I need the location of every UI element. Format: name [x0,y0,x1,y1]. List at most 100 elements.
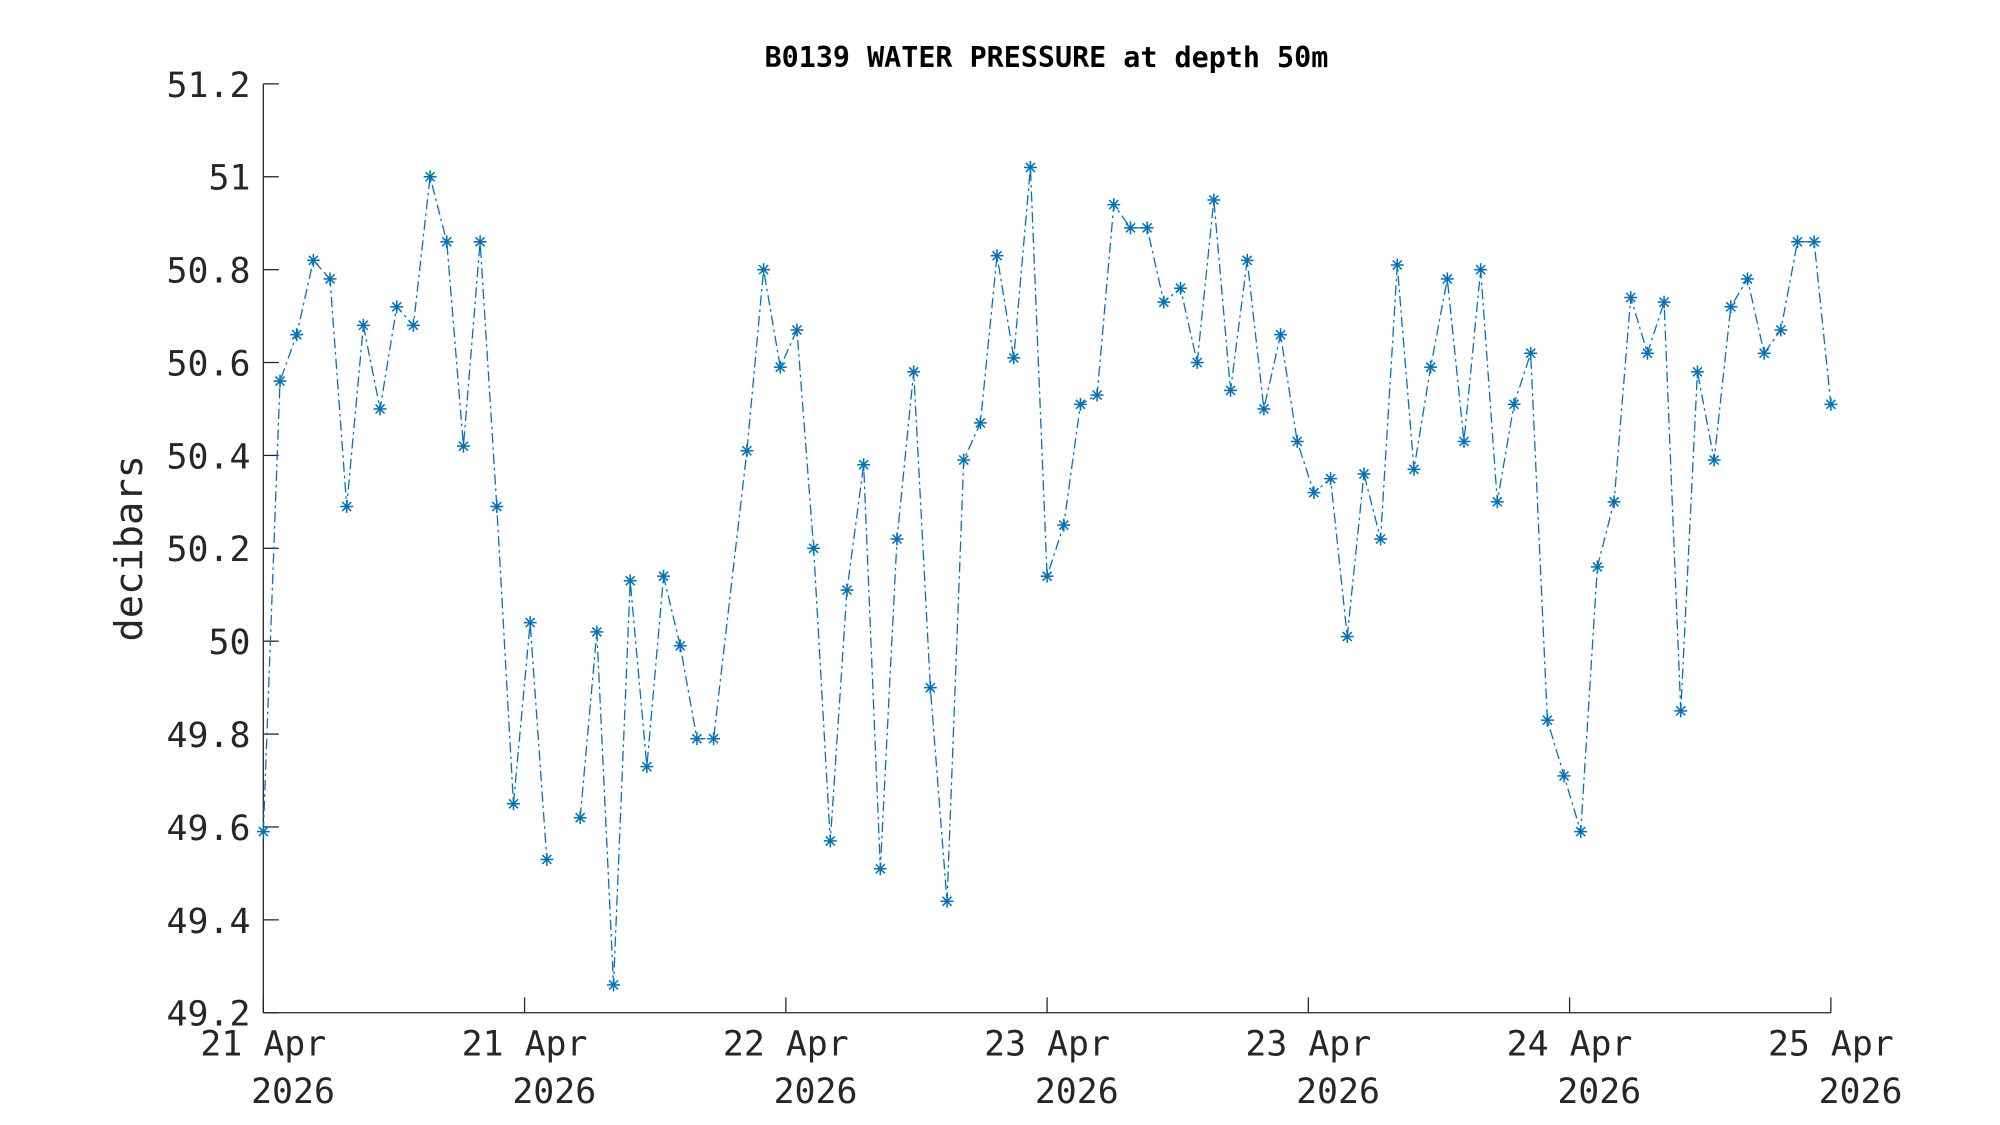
y-tick-label: 50.2 [167,530,251,570]
data-point [1407,462,1421,476]
x-tick-label-date: 23 Apr [1245,1024,1371,1064]
x-tick-label-date: 25 Apr [1768,1024,1894,1064]
data-point [1357,467,1371,481]
data-point [940,894,954,908]
data-point [1190,356,1204,369]
data-point [1023,161,1037,174]
data-point [1807,235,1821,249]
series-water-pressure [256,161,1838,992]
data-point [390,300,404,314]
data-point [1107,198,1121,212]
data-point [923,681,937,695]
data-point [1674,704,1688,718]
series-line [579,167,1832,985]
data-point [323,272,337,286]
data-point [256,825,270,839]
data-point [1007,351,1021,365]
data-point [640,760,654,774]
data-point [1490,495,1504,509]
x-tick-label-date: 21 Apr [462,1024,588,1064]
y-ticks: 49.2 49.4 49.6 49.8 50 50.2 50.4 50.6 50.8 51 51.2 [167,66,279,1035]
data-point [840,583,854,597]
data-point [957,453,971,467]
data-point [1374,532,1388,546]
y-tick-label: 51 [208,159,250,199]
x-tick-label-year: 2026 [512,1072,596,1112]
y-tick-label: 50 [208,623,250,663]
x-ticks: 21 Apr 2026 21 Apr 2026 22 Apr 2026 23 Apr 2026… [200,997,1902,1112]
y-tick-label: 49.6 [167,809,251,849]
data-point [1791,235,1804,249]
data-point [490,500,504,513]
data-point [1741,272,1754,286]
x-tick-label-date: 24 Apr [1507,1024,1633,1064]
data-point [1224,383,1237,397]
data-point [690,732,704,746]
data-point [740,444,754,458]
data-point [1424,360,1438,374]
y-tick-label: 49.4 [167,902,251,942]
y-tick-label: 50.4 [167,437,251,477]
data-point [873,862,887,876]
x-tick-label-year: 2026 [1296,1072,1380,1112]
data-point [790,323,804,337]
data-point [1540,713,1554,727]
data-point [1457,435,1471,448]
data-point [440,235,454,249]
data-point [290,328,304,342]
chart-title: B0139 WATER PRESSURE at depth 50m [765,41,1329,74]
y-tick-label: 50.8 [167,252,251,292]
data-point [1707,453,1721,467]
x-tick-label-date: 21 Apr [200,1024,326,1064]
data-point [857,458,871,472]
data-point [623,574,637,588]
data-point [1574,825,1588,839]
data-point [507,797,520,811]
data-point [823,834,837,848]
data-point [1624,291,1638,304]
data-point [590,625,604,639]
data-point [473,235,487,249]
data-point [1507,397,1521,411]
x-tick-label-date: 22 Apr [723,1024,849,1064]
y-tick-label: 49.2 [167,995,251,1035]
data-point [306,253,320,267]
data-point [1240,253,1254,267]
data-point [373,402,387,416]
data-point [907,365,921,379]
data-point [757,263,771,277]
data-point [607,978,620,992]
data-point [1440,272,1454,286]
data-point [1307,486,1321,500]
data-point [1174,281,1187,295]
data-point [1557,769,1571,783]
y-tick-label: 51.2 [167,66,251,106]
data-point [1040,569,1054,583]
data-point [1340,630,1354,644]
data-point [1324,472,1338,486]
data-point [1073,397,1087,411]
data-point [707,732,721,746]
series-line [262,176,548,860]
data-point [273,374,287,388]
data-point [1057,518,1071,532]
data-point [423,170,437,184]
data-point [1524,346,1538,360]
data-point [807,541,821,555]
data-point [890,532,904,546]
data-point [1157,295,1171,309]
data-point [1390,258,1404,272]
data-point [1257,402,1271,416]
data-point [356,318,370,332]
data-point [1757,346,1771,360]
y-tick-label: 49.8 [167,716,251,756]
data-point [1140,221,1154,235]
data-point [1474,263,1488,277]
x-tick-label-year: 2026 [251,1072,335,1112]
data-point [1690,365,1704,379]
x-tick-label-year: 2026 [1035,1072,1119,1112]
data-point [340,500,354,513]
data-point [773,360,787,374]
data-point [456,439,470,453]
data-point [406,318,420,332]
